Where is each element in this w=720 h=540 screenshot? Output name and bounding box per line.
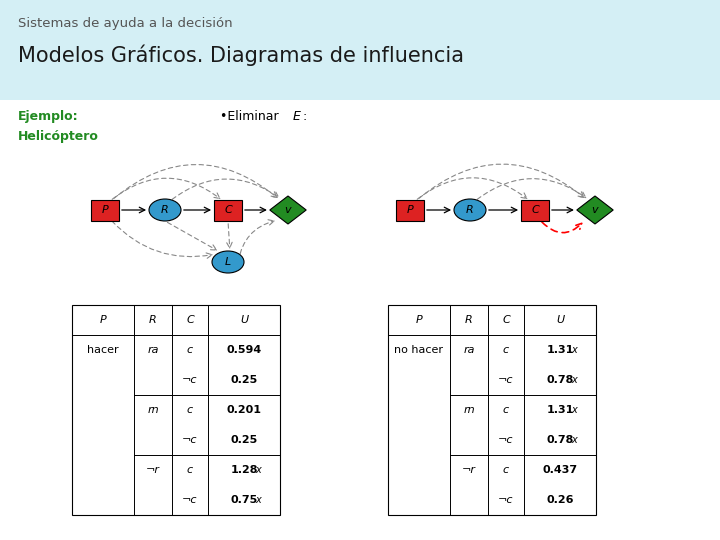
Text: E: E — [293, 110, 301, 123]
Text: c: c — [187, 345, 193, 355]
Text: U: U — [240, 315, 248, 325]
Text: Modelos Gráficos. Diagramas de influencia: Modelos Gráficos. Diagramas de influenci… — [18, 45, 464, 66]
FancyBboxPatch shape — [521, 199, 549, 220]
FancyBboxPatch shape — [214, 199, 242, 220]
Text: ¬c: ¬c — [182, 495, 198, 505]
Ellipse shape — [149, 199, 181, 221]
FancyBboxPatch shape — [0, 0, 720, 100]
Text: P: P — [407, 205, 413, 215]
Text: c: c — [503, 405, 509, 415]
Text: ¬c: ¬c — [498, 495, 514, 505]
Text: ¬r: ¬r — [462, 465, 476, 475]
Text: Sistemas de ayuda a la decisión: Sistemas de ayuda a la decisión — [18, 17, 233, 30]
Text: hacer: hacer — [87, 345, 119, 355]
Text: P: P — [415, 315, 423, 325]
Text: L: L — [225, 257, 231, 267]
Text: Ejemplo:: Ejemplo: — [18, 110, 78, 123]
Text: P: P — [99, 315, 107, 325]
Text: c: c — [503, 345, 509, 355]
Text: •Eliminar: •Eliminar — [220, 110, 283, 123]
Text: 0.75: 0.75 — [230, 495, 258, 505]
Text: 1.31: 1.31 — [546, 405, 574, 415]
Text: 0.201: 0.201 — [227, 405, 261, 415]
Text: ¬c: ¬c — [498, 435, 514, 445]
Text: ¬r: ¬r — [146, 465, 160, 475]
Text: :: : — [302, 110, 306, 123]
Text: 0.26: 0.26 — [546, 495, 574, 505]
Polygon shape — [577, 196, 613, 224]
Text: R: R — [466, 205, 474, 215]
Text: ¬c: ¬c — [182, 435, 198, 445]
Text: R: R — [465, 315, 473, 325]
Text: C: C — [224, 205, 232, 215]
Text: ¬c: ¬c — [498, 375, 514, 385]
Text: c: c — [503, 465, 509, 475]
Text: v: v — [592, 205, 598, 215]
Text: x: x — [571, 435, 577, 445]
Text: P: P — [102, 205, 109, 215]
Text: x: x — [571, 345, 577, 355]
Ellipse shape — [454, 199, 486, 221]
Text: 0.78: 0.78 — [546, 435, 574, 445]
Text: no hacer: no hacer — [395, 345, 444, 355]
Text: x: x — [255, 495, 261, 505]
Text: C: C — [531, 205, 539, 215]
Text: U: U — [556, 315, 564, 325]
FancyBboxPatch shape — [91, 199, 119, 220]
FancyBboxPatch shape — [388, 305, 596, 515]
Text: 1.28: 1.28 — [230, 465, 258, 475]
Text: x: x — [255, 465, 261, 475]
Text: R: R — [161, 205, 169, 215]
Text: ra: ra — [463, 345, 474, 355]
Text: C: C — [186, 315, 194, 325]
Text: Helicóptero: Helicóptero — [18, 130, 99, 143]
Text: rn: rn — [463, 405, 474, 415]
Text: 0.25: 0.25 — [230, 375, 258, 385]
Text: v: v — [284, 205, 292, 215]
Text: x: x — [571, 375, 577, 385]
Text: 0.78: 0.78 — [546, 375, 574, 385]
Polygon shape — [270, 196, 306, 224]
Ellipse shape — [212, 251, 244, 273]
Text: ¬c: ¬c — [182, 375, 198, 385]
Text: 1.31: 1.31 — [546, 345, 574, 355]
Text: 0.25: 0.25 — [230, 435, 258, 445]
Text: c: c — [187, 405, 193, 415]
Text: ra: ra — [148, 345, 158, 355]
Text: 0.594: 0.594 — [226, 345, 261, 355]
Text: R: R — [149, 315, 157, 325]
FancyBboxPatch shape — [72, 305, 280, 515]
Text: rn: rn — [147, 405, 159, 415]
FancyBboxPatch shape — [396, 199, 424, 220]
Text: C: C — [502, 315, 510, 325]
Text: x: x — [571, 405, 577, 415]
Text: c: c — [187, 465, 193, 475]
Text: 0.437: 0.437 — [542, 465, 577, 475]
